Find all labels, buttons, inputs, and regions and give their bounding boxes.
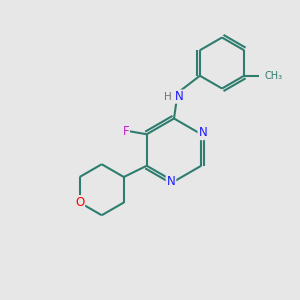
Text: O: O [75,196,84,209]
Text: H: H [164,92,171,102]
Text: N: N [198,126,207,139]
Text: N: N [175,90,184,103]
Text: F: F [122,125,129,138]
Text: N: N [167,175,176,188]
Text: CH₃: CH₃ [264,71,282,81]
